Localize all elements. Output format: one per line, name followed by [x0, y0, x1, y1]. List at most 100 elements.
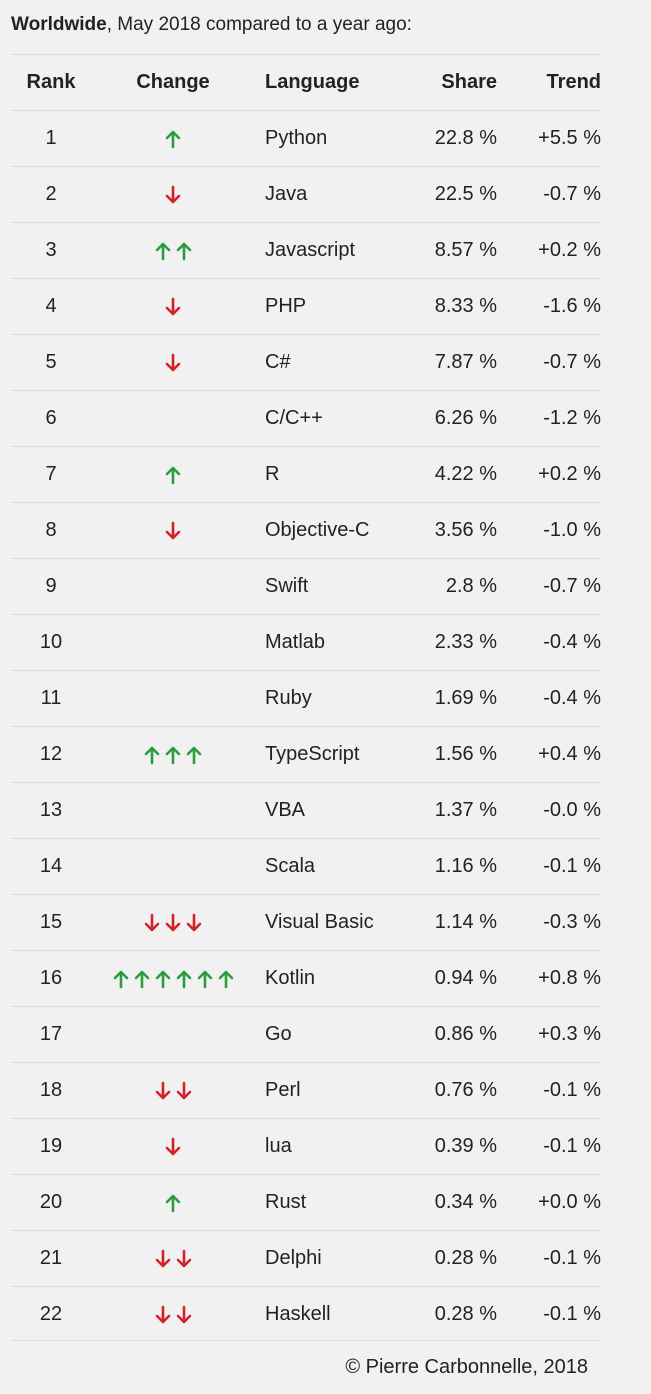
arrow-up-icon [216, 968, 236, 990]
trend-cell: -0.4 % [543, 631, 601, 653]
table-row: 12 TypeScript 1.56 % +0.4 % [11, 726, 601, 782]
trend-cell: -0.7 % [543, 575, 601, 597]
share-cell: 1.69 % [434, 687, 497, 709]
column-header-language: Language [265, 71, 360, 93]
table-row: 18 Perl 0.76 % -0.1 % [11, 1062, 601, 1118]
trend-cell: +0.8 % [538, 967, 601, 989]
rank-cell: 19 [39, 1135, 63, 1157]
change-cell [91, 1192, 255, 1214]
trend-cell: -0.7 % [543, 183, 601, 205]
arrow-down-icon [174, 1080, 194, 1102]
arrow-up-icon [195, 968, 215, 990]
change-cell [91, 1080, 255, 1102]
arrow-down-icon [153, 1080, 173, 1102]
language-cell: Matlab [265, 631, 326, 653]
share-cell: 1.56 % [434, 743, 497, 765]
language-cell: C# [265, 351, 291, 373]
table-row: 5 C# 7.87 % -0.7 % [11, 334, 601, 390]
arrow-down-icon [184, 912, 204, 934]
rank-cell: 14 [39, 855, 63, 877]
table-row: 19 lua 0.39 % -0.1 % [11, 1118, 601, 1174]
rank-cell: 2 [45, 183, 57, 205]
trend-cell: -0.1 % [543, 855, 601, 877]
ranking-table: Rank Change Language Share Trend 1 Python… [11, 54, 601, 1342]
share-cell: 8.57 % [434, 239, 497, 261]
arrow-down-icon [153, 1248, 173, 1270]
arrow-up-icon [132, 968, 152, 990]
change-cell [91, 744, 255, 766]
table-row: 10 Matlab 2.33 % -0.4 % [11, 614, 601, 670]
rank-cell: 5 [45, 351, 57, 373]
arrow-down-icon [174, 1248, 194, 1270]
table-row: 1 Python 22.8 % +5.5 % [11, 110, 601, 166]
arrow-up-icon [142, 744, 162, 766]
arrow-down-icon [163, 184, 183, 206]
trend-cell: +5.5 % [538, 127, 601, 149]
arrow-down-icon [174, 1304, 194, 1326]
trend-cell: -1.0 % [543, 519, 601, 541]
language-cell: Objective-C [265, 519, 370, 541]
share-cell: 0.39 % [434, 1135, 497, 1157]
credit-text: © Pierre Carbonnelle, 2018 [345, 1356, 588, 1378]
language-cell: Visual Basic [265, 911, 374, 933]
language-cell: Delphi [265, 1247, 322, 1269]
table-row: 15 Visual Basic 1.14 % -0.3 % [11, 894, 601, 950]
trend-cell: -1.6 % [543, 295, 601, 317]
arrow-up-icon [174, 240, 194, 262]
rank-cell: 12 [39, 743, 63, 765]
language-cell: Scala [265, 855, 316, 877]
trend-cell: -0.7 % [543, 351, 601, 373]
arrow-down-icon [153, 1304, 173, 1326]
table-row: 4 PHP 8.33 % -1.6 % [11, 278, 601, 334]
rank-cell: 8 [45, 519, 57, 541]
change-cell [91, 240, 255, 262]
rank-cell: 15 [39, 911, 63, 933]
share-cell: 22.8 % [434, 127, 497, 149]
language-cell: Go [265, 1023, 292, 1045]
table-header-row: Rank Change Language Share Trend [11, 54, 601, 110]
language-cell: Rust [265, 1191, 307, 1213]
share-cell: 2.8 % [445, 575, 497, 597]
table-row: 9 Swift 2.8 % -0.7 % [11, 558, 601, 614]
rank-cell: 9 [45, 575, 57, 597]
arrow-down-icon [163, 912, 183, 934]
trend-cell: -0.3 % [543, 911, 601, 933]
change-cell [91, 1248, 255, 1270]
caption-region: Worldwide [11, 14, 107, 35]
trend-cell: -0.1 % [543, 1135, 601, 1157]
arrow-down-icon [163, 296, 183, 318]
table-row: 16 Kotlin 0.94 % +0.8 % [11, 950, 601, 1006]
language-cell: VBA [265, 799, 306, 821]
change-cell [91, 1304, 255, 1326]
language-cell: Kotlin [265, 967, 316, 989]
language-cell: R [265, 463, 280, 485]
rank-cell: 4 [45, 295, 57, 317]
language-cell: TypeScript [265, 743, 360, 765]
change-cell [91, 296, 255, 318]
trend-cell: +0.3 % [538, 1023, 601, 1045]
trend-cell: +0.4 % [538, 743, 601, 765]
change-cell [91, 184, 255, 206]
arrow-up-icon [163, 1192, 183, 1214]
footer-credit: © Pierre Carbonnelle, 2018 [11, 1340, 601, 1394]
rank-cell: 13 [39, 799, 63, 821]
share-cell: 1.16 % [434, 855, 497, 877]
table-body: 1 Python 22.8 % +5.5 % 2 Java 22.5 % -0.7 % 3 Jav… [11, 110, 601, 1342]
trend-cell: -0.4 % [543, 687, 601, 709]
share-cell: 0.94 % [434, 967, 497, 989]
share-cell: 0.86 % [434, 1023, 497, 1045]
table-caption: Worldwide, May 2018 compared to a year a… [11, 12, 412, 38]
share-cell: 0.28 % [434, 1303, 497, 1325]
table-row: 17 Go 0.86 % +0.3 % [11, 1006, 601, 1062]
table-row: 6 C/C++ 6.26 % -1.2 % [11, 390, 601, 446]
table-row: 3 Javascript 8.57 % +0.2 % [11, 222, 601, 278]
rank-cell: 16 [39, 967, 63, 989]
trend-cell: -0.1 % [543, 1079, 601, 1101]
share-cell: 8.33 % [434, 295, 497, 317]
rank-cell: 20 [39, 1191, 63, 1213]
rank-cell: 21 [39, 1247, 63, 1269]
change-cell [91, 1136, 255, 1158]
share-cell: 7.87 % [434, 351, 497, 373]
table-row: 2 Java 22.5 % -0.7 % [11, 166, 601, 222]
language-cell: Ruby [265, 687, 312, 709]
